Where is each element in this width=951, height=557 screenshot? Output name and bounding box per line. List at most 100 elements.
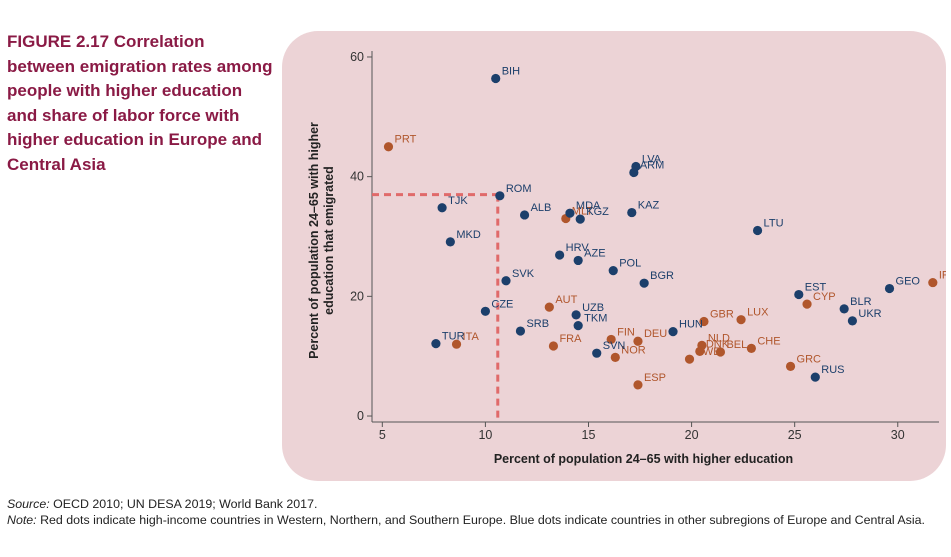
data-point-kaz: [627, 207, 637, 218]
point-label-aut: AUT: [555, 294, 577, 306]
point-label-fra: FRA: [559, 333, 582, 345]
point-label-swe: SWE: [696, 346, 721, 358]
point-label-nor: NOR: [621, 344, 646, 356]
x-axis-title: Percent of population 24–65 with higher …: [494, 452, 793, 466]
data-point-rus: [810, 372, 820, 382]
data-point-pol: [608, 266, 618, 276]
data-point-blr: [839, 304, 849, 314]
point-label-tkm: TKM: [584, 313, 607, 325]
figure-footer: Source: OECD 2010; UN DESA 2019; World B…: [7, 496, 945, 528]
x-tick-label: 25: [788, 428, 802, 442]
data-point-aze: [573, 255, 583, 266]
figure-title: FIGURE 2.17 Correlation between emigrati…: [7, 30, 275, 177]
point-label-kgz: KGZ: [586, 206, 609, 218]
point-label-ukr: UKR: [858, 308, 881, 320]
data-point-svn: [592, 348, 602, 358]
data-point-mda: [565, 208, 575, 218]
point-label-gbr: GBR: [710, 308, 734, 320]
data-point-ita: [451, 339, 462, 349]
data-point-irl: [928, 277, 938, 288]
y-axis-title-line: education that emigrated: [322, 166, 336, 315]
point-label-geo: GEO: [896, 276, 921, 288]
point-label-kaz: KAZ: [638, 200, 660, 212]
point-label-bih: BIH: [502, 66, 520, 78]
point-label-pol: POL: [619, 258, 641, 270]
point-label-blr: BLR: [850, 296, 871, 308]
point-label-ita: ITA: [463, 331, 480, 343]
data-point-mkd: [445, 237, 455, 247]
point-label-est: EST: [805, 282, 827, 294]
point-label-mlt: MLT: [572, 206, 593, 218]
data-point-che: [746, 343, 756, 353]
data-point-swe: [684, 354, 695, 364]
x-tick-label: 20: [685, 428, 699, 442]
point-label-bgr: BGR: [650, 270, 674, 282]
point-label-ltu: LTU: [764, 218, 784, 230]
source-label: Source:: [7, 497, 50, 511]
data-point-prt: [383, 142, 394, 152]
point-label-lux: LUX: [747, 307, 769, 319]
point-label-prt: PRT: [394, 134, 416, 146]
x-tick-label: 15: [582, 428, 596, 442]
point-label-nld: NLD: [708, 332, 730, 344]
y-axis-title-line: Percent of population 24–65 with higher: [307, 122, 321, 359]
point-label-deu: DEU: [644, 328, 667, 340]
figure-number: FIGURE 2.17: [7, 32, 110, 51]
point-label-bel: BEL: [726, 339, 747, 351]
point-label-hrv: HRV: [566, 242, 590, 254]
y-tick-label: 60: [350, 50, 364, 64]
point-label-aze: AZE: [584, 247, 605, 259]
data-point-uzb: [571, 310, 581, 320]
point-label-esp: ESP: [644, 372, 666, 384]
point-label-fin: FIN: [617, 326, 635, 338]
y-tick-label: 40: [350, 170, 364, 184]
data-point-kgz: [575, 214, 585, 224]
data-point-tur: [431, 339, 441, 349]
source-line: Source: OECD 2010; UN DESA 2019; World B…: [7, 496, 945, 512]
y-axis-title: Percent of population 24–65 with highere…: [307, 122, 336, 359]
data-point-bel: [715, 347, 726, 357]
point-label-dnk: DNK: [706, 338, 730, 350]
data-point-svk: [501, 276, 511, 286]
point-label-svn: SVN: [603, 340, 626, 352]
data-point-geo: [884, 283, 895, 294]
point-label-irl: IRL: [939, 270, 946, 282]
note-line: Note: Red dots indicate high-income coun…: [7, 512, 945, 528]
x-tick-label: 5: [379, 428, 386, 442]
data-point-bih: [491, 73, 501, 84]
x-tick-label: 10: [478, 428, 492, 442]
data-point-alb: [519, 210, 530, 220]
point-label-che: CHE: [757, 335, 780, 347]
data-point-deu: [633, 336, 643, 346]
data-point-cze: [480, 306, 490, 316]
note-text: Red dots indicate high-income countries …: [40, 513, 925, 527]
data-point-esp: [633, 380, 643, 390]
data-point-hrv: [555, 250, 565, 260]
data-point-dnk: [695, 346, 705, 356]
chart-panel: 5 10 15 20 25 30 0 20 40 60 Percent of population …: [282, 31, 946, 481]
point-label-lva: LVA: [642, 153, 662, 165]
point-label-uzb: UZB: [582, 302, 604, 314]
point-label-mda: MDA: [576, 200, 601, 212]
point-label-cze: CZE: [491, 298, 513, 310]
point-label-rom: ROM: [506, 183, 532, 195]
data-point-fin: [606, 334, 616, 345]
point-label-mkd: MKD: [456, 229, 481, 241]
data-point-arm: [629, 167, 639, 178]
data-point-rom: [495, 191, 505, 201]
point-label-srb: SRB: [526, 318, 549, 330]
y-tick-label: 0: [357, 409, 364, 423]
data-point-bgr: [639, 278, 649, 288]
data-point-est: [794, 289, 804, 300]
note-label: Note:: [7, 513, 37, 527]
data-point-tkm: [573, 321, 583, 331]
point-label-svk: SVK: [512, 268, 535, 280]
scatter-chart: 5 10 15 20 25 30 0 20 40 60 Percent of population …: [307, 50, 946, 466]
data-point-grc: [785, 361, 796, 371]
x-tick-label: 30: [891, 428, 905, 442]
data-point-srb: [515, 326, 526, 336]
data-point-lux: [736, 315, 746, 325]
point-label-grc: GRC: [797, 353, 822, 365]
data-point-nor: [610, 352, 620, 362]
data-point-cyp: [802, 299, 812, 309]
